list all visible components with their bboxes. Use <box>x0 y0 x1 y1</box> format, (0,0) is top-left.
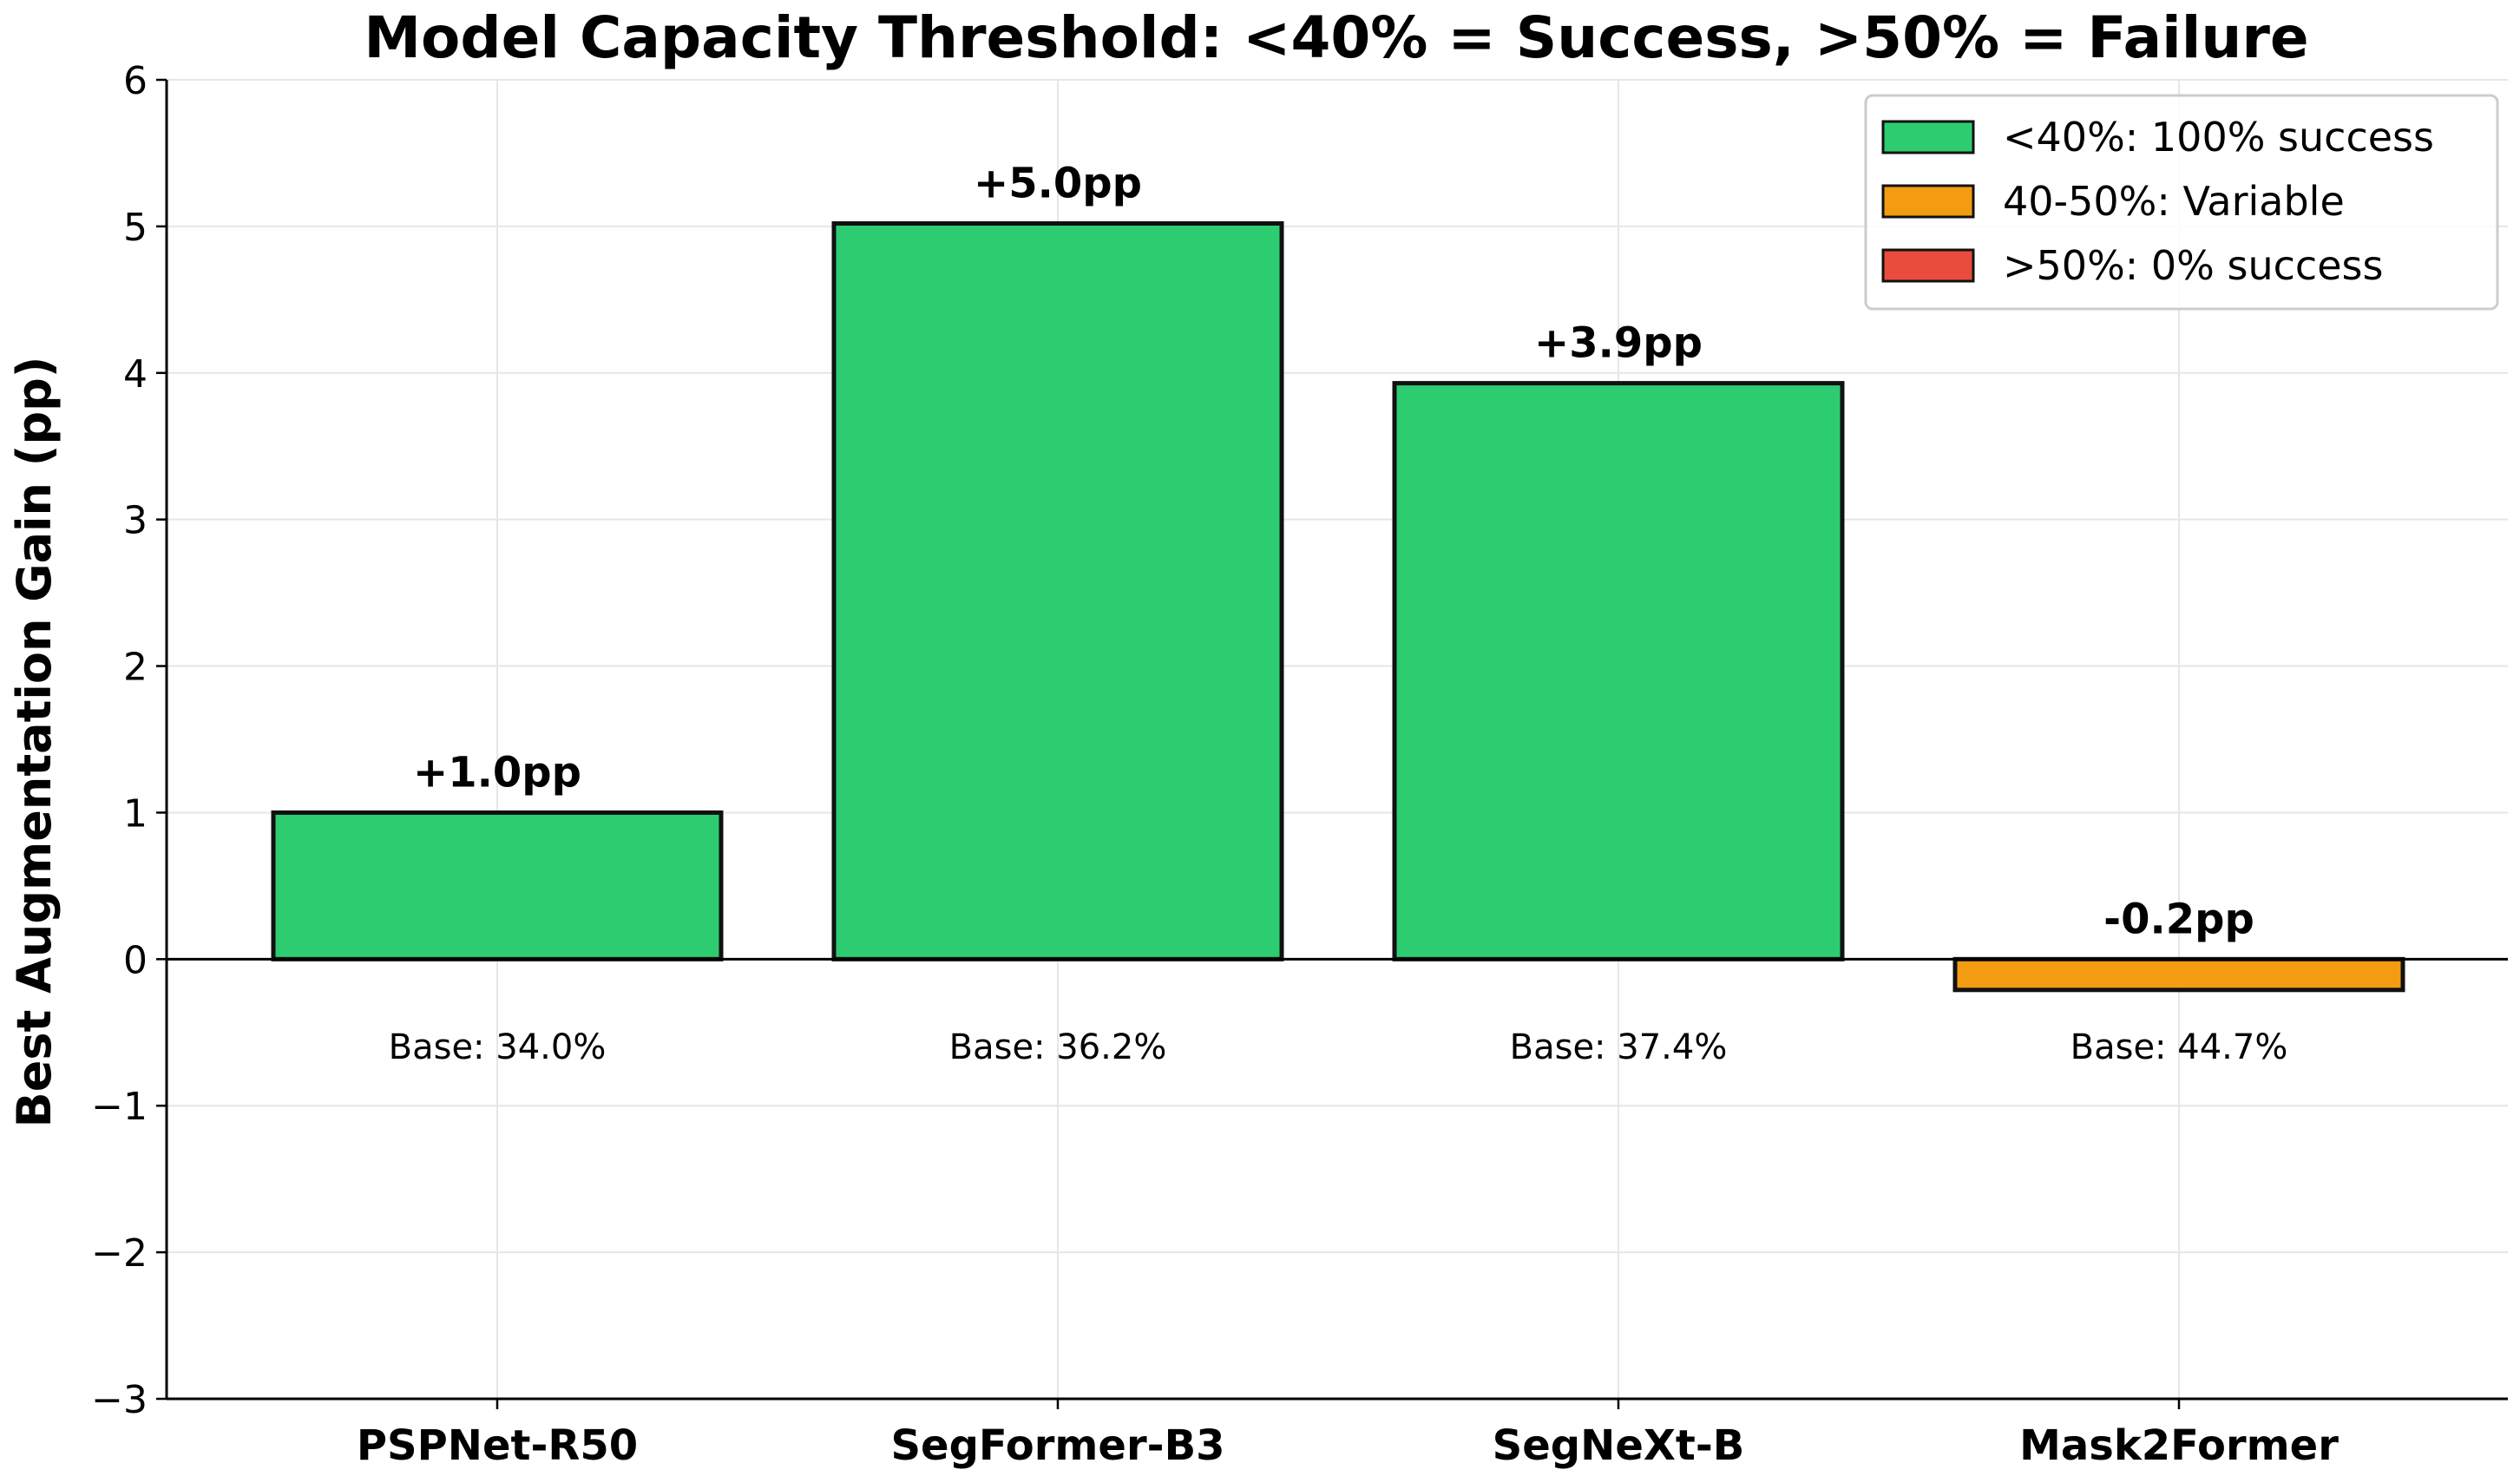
legend-frame <box>1864 94 2499 311</box>
y-tick-label: 1 <box>123 791 148 836</box>
legend-swatch <box>1881 184 1975 219</box>
legend: <40%: 100% success 40-50%: Variable >50%: … <box>1864 94 2499 311</box>
bar-value-label: +3.9pp <box>1534 319 1703 368</box>
x-tick-label: PSPNet-R50 <box>357 1421 638 1470</box>
x-tick-label: SegNeXt-B <box>1493 1421 1745 1470</box>
bars-layer <box>271 221 2405 993</box>
x-tick-label: Mask2Former <box>2019 1421 2339 1470</box>
y-tick-label: −1 <box>91 1085 148 1129</box>
legend-swatch <box>1881 248 1975 283</box>
y-tick-label: 5 <box>123 206 148 250</box>
bar-base-label: Base: 44.7% <box>2070 1027 2288 1067</box>
labels-layer: −3 −2 −1 0 1 2 3 4 5 6 PSPNet-R50 SegFormer-B3 SegNe… <box>91 59 2339 1470</box>
y-tick-label: 4 <box>123 352 148 397</box>
bar-value-label: +1.0pp <box>413 748 581 797</box>
x-tick-label: SegFormer-B3 <box>890 1421 1224 1470</box>
y-tick-label: 2 <box>123 646 148 690</box>
legend-label: <40%: 100% success <box>2003 114 2434 161</box>
axes-layer <box>156 78 2508 1409</box>
bar <box>271 810 724 961</box>
bar <box>1952 956 2405 993</box>
bar-value-label: -0.2pp <box>2103 895 2254 943</box>
chart-title: Model Capacity Threshold: <40% = Success… <box>364 4 2308 71</box>
bar-base-label: Base: 36.2% <box>949 1027 1167 1067</box>
y-tick-label: 0 <box>123 938 148 982</box>
y-tick-label: 3 <box>123 499 148 543</box>
legend-swatch <box>1881 120 1975 154</box>
y-tick-label: −2 <box>91 1231 148 1276</box>
y-axis-label: Best Augmentation Gain (pp) <box>7 357 62 1128</box>
legend-label: >50%: 0% success <box>2003 242 2383 289</box>
y-tick-label: −3 <box>91 1378 148 1422</box>
bar-base-label: Base: 34.0% <box>389 1027 607 1067</box>
y-tick-label: 6 <box>123 59 148 103</box>
bar <box>831 221 1284 961</box>
bar-value-label: +5.0pp <box>974 160 1142 208</box>
bar <box>1392 381 1845 961</box>
legend-label: 40-50%: Variable <box>2003 178 2345 225</box>
bar-base-label: Base: 37.4% <box>1510 1027 1728 1067</box>
